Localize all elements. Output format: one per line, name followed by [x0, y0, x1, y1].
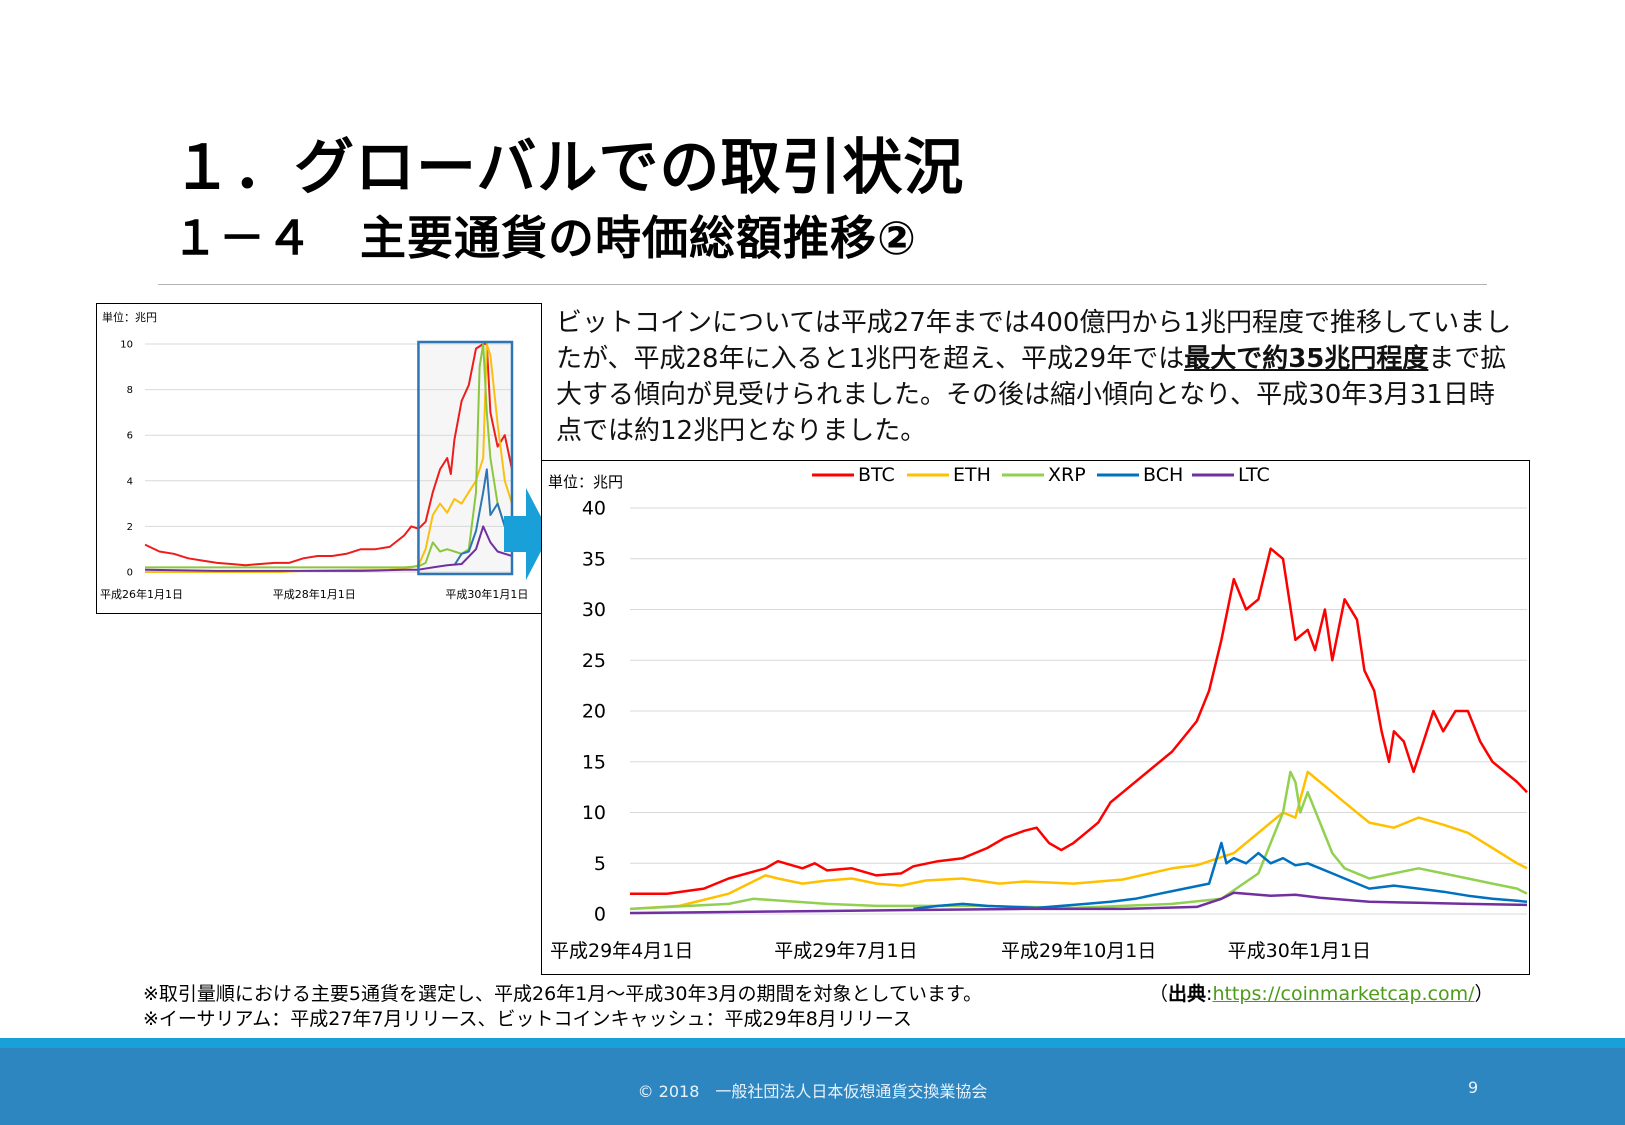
legend-label-xrp: XRP [1048, 464, 1086, 486]
footnote-2: ※イーサリアム：平成27年7月リリース、ビットコインキャッシュ：平成29年8月リ… [143, 1008, 912, 1030]
y-tick-label: 15 [582, 751, 606, 773]
series-line-bch [913, 841, 1528, 911]
description-highlight: 最大で約35兆円程度 [1184, 344, 1429, 374]
legend-label-bch: BCH [1143, 464, 1183, 486]
y-tick-label: 6 [127, 431, 133, 442]
overview-chart-svg: 0 2 4 6 8 10 平成26年1月1日 平成28年1月1日 平成30年1月1日 単位：兆円 [100, 310, 528, 601]
legend-label-eth: ETH [953, 464, 991, 486]
description-part1: ビットコインについては平成27年までは400億円から1兆円程度で推移していました… [556, 308, 1512, 374]
detail-chart: 0 5 10 15 20 25 30 35 40 平成29年4月1日 平成29年7月1日 平成29年1… [541, 460, 1530, 975]
y-tick-label: 0 [127, 568, 133, 579]
unit-label: 単位：兆円 [548, 473, 623, 491]
footer: © 2018 一般社団法人日本仮想通貨交換業協会 9 [0, 1048, 1625, 1125]
zoom-arrow-icon [504, 488, 550, 580]
page-number: 9 [1468, 1078, 1479, 1097]
y-tick-label: 20 [582, 701, 606, 723]
y-tick-label: 8 [127, 385, 133, 396]
y-tick-label: 5 [594, 853, 606, 875]
description-text: ビットコインについては平成27年までは400億円から1兆円程度で推移していました… [556, 305, 1516, 449]
series-line-eth [629, 770, 1528, 911]
x-tick-label: 平成30年1月1日 [1228, 940, 1371, 962]
series-line-ltc [629, 891, 1528, 915]
description-part2: まで拡大する傾向が見受けられました。その後は縮小傾向となり、平成30年3月31日… [556, 344, 1507, 446]
footnote-1: ※取引量順における主要5通貨を選定し、平成26年1月～平成30年3月の期間を対象… [143, 983, 983, 1005]
series-line-xrp [629, 770, 1528, 911]
x-tick-label: 平成29年10月1日 [1001, 940, 1156, 962]
footer-stripe [0, 1038, 1625, 1048]
footer-copyright: © 2018 一般社団法人日本仮想通貨交換業協会 [637, 1082, 988, 1101]
source-sep: : [1206, 983, 1213, 1005]
slide-title: １．グローバルでの取引状況 [172, 133, 965, 203]
footnotes: ※取引量順における主要5通貨を選定し、平成26年1月～平成30年3月の期間を対象… [143, 982, 982, 1032]
source-label: 出典 [1168, 983, 1207, 1005]
source-link[interactable]: https://coinmarketcap.com/ [1212, 983, 1475, 1005]
y-tick-label: 0 [594, 904, 606, 926]
y-tick-label: 10 [582, 802, 606, 824]
y-tick-label: 40 [582, 498, 606, 520]
highlight-region [418, 342, 512, 574]
series-line-ltc [144, 525, 513, 572]
series-line-btc [630, 547, 1528, 895]
detail-chart-svg: 0 5 10 15 20 25 30 35 40 平成29年4月1日 平成29年7月1日 平成29年1… [548, 464, 1528, 962]
overview-chart: 0 2 4 6 8 10 平成26年1月1日 平成28年1月1日 平成30年1月1日 単位：兆円 [96, 303, 542, 614]
series-line-bch [453, 468, 513, 566]
arrow-shape [504, 488, 550, 580]
slide-subtitle: １－４ 主要通貨の時価総額推移② [172, 211, 917, 265]
unit-label: 単位：兆円 [102, 310, 157, 324]
legend-label-btc: BTC [858, 464, 895, 486]
x-tick-label: 平成29年7月1日 [774, 940, 917, 962]
x-tick-label: 平成30年1月1日 [445, 587, 528, 601]
x-tick-label: 平成29年4月1日 [550, 940, 693, 962]
x-tick-label: 平成26年1月1日 [100, 587, 183, 601]
y-tick-label: 35 [582, 548, 606, 570]
source-suffix: ） [1474, 983, 1494, 1005]
y-tick-label: 25 [582, 650, 606, 672]
y-tick-label: 4 [127, 476, 133, 487]
highlight-box [417, 340, 514, 576]
source-prefix: （ [1149, 983, 1169, 1005]
legend-label-ltc: LTC [1238, 464, 1270, 486]
y-tick-label: 10 [120, 340, 133, 351]
y-tick-label: 2 [127, 522, 133, 533]
y-tick-label: 30 [582, 599, 606, 621]
title-divider [158, 284, 1487, 285]
series-line-btc [144, 343, 513, 567]
x-tick-label: 平成28年1月1日 [273, 587, 356, 601]
source-citation: （出典:https://coinmarketcap.com/） [1149, 982, 1494, 1007]
